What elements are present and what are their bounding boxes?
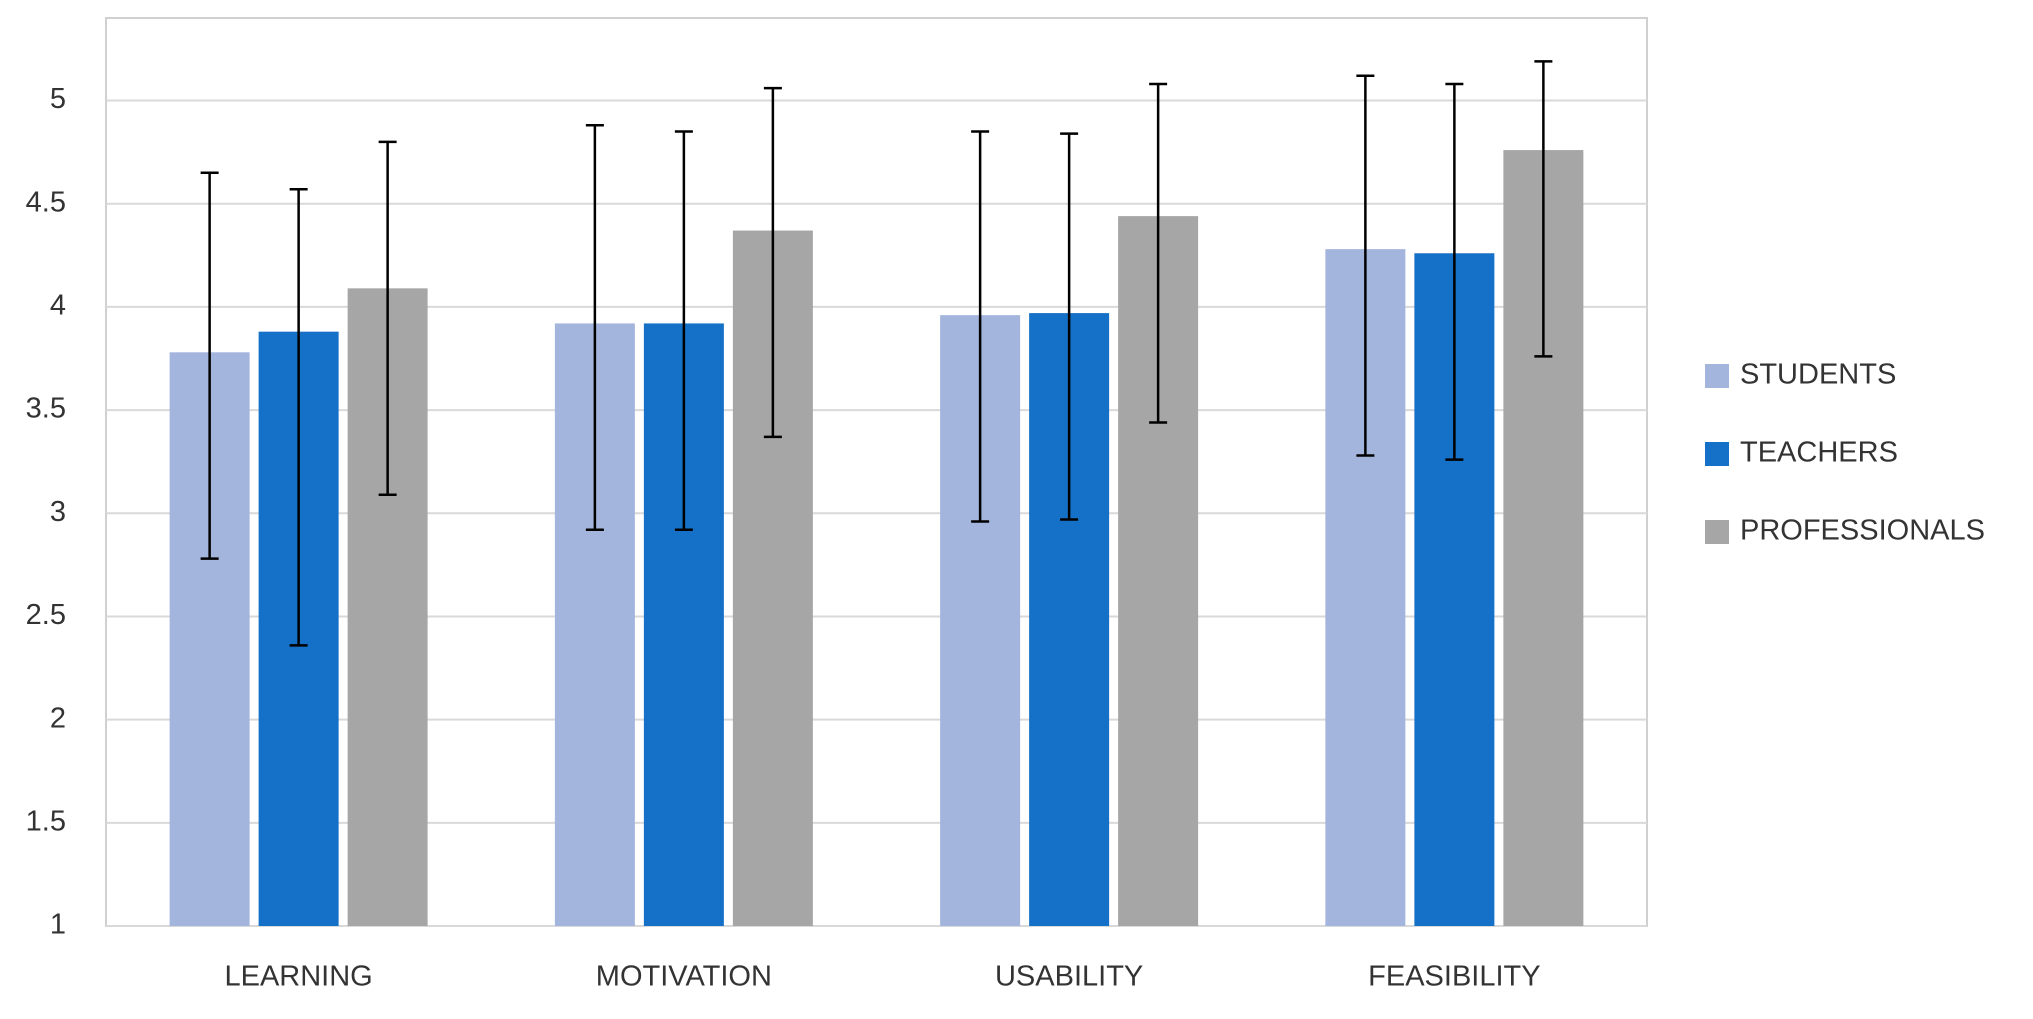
legend-label: PROFESSIONALS bbox=[1740, 515, 1985, 547]
y-tick-label: 3.5 bbox=[26, 393, 66, 425]
legend-swatch bbox=[1705, 442, 1729, 466]
y-tick-label: 2 bbox=[50, 702, 66, 734]
error-bar bbox=[585, 124, 604, 532]
error-bar bbox=[1356, 74, 1375, 457]
error-bar bbox=[763, 86, 782, 439]
error-bar bbox=[289, 188, 308, 647]
legend-swatch bbox=[1705, 364, 1729, 388]
x-tick-label: LEARNING bbox=[224, 961, 372, 993]
y-tick-label: 4.5 bbox=[26, 186, 66, 218]
error-bar bbox=[1534, 60, 1553, 358]
y-tick-label: 5 bbox=[50, 83, 66, 115]
error-bar bbox=[1445, 82, 1464, 461]
y-tick-label: 4 bbox=[50, 290, 66, 322]
y-tick-label: 2.5 bbox=[26, 599, 66, 631]
error-bar bbox=[971, 130, 990, 523]
error-bar bbox=[1149, 82, 1168, 424]
legend-label: TEACHERS bbox=[1740, 437, 1898, 469]
y-tick-label: 1.5 bbox=[26, 805, 66, 837]
x-tick-label: FEASIBILITY bbox=[1368, 961, 1540, 993]
x-tick-label: MOTIVATION bbox=[596, 961, 772, 993]
legend-swatch bbox=[1705, 520, 1729, 544]
error-bar bbox=[674, 130, 693, 532]
y-tick-label: 1 bbox=[50, 909, 66, 941]
error-bar bbox=[200, 171, 219, 560]
x-tick-label: USABILITY bbox=[995, 961, 1143, 993]
error-bar bbox=[1060, 132, 1079, 521]
legend-label: STUDENTS bbox=[1740, 359, 1896, 391]
error-bar bbox=[378, 140, 397, 496]
y-tick-label: 3 bbox=[50, 496, 66, 528]
